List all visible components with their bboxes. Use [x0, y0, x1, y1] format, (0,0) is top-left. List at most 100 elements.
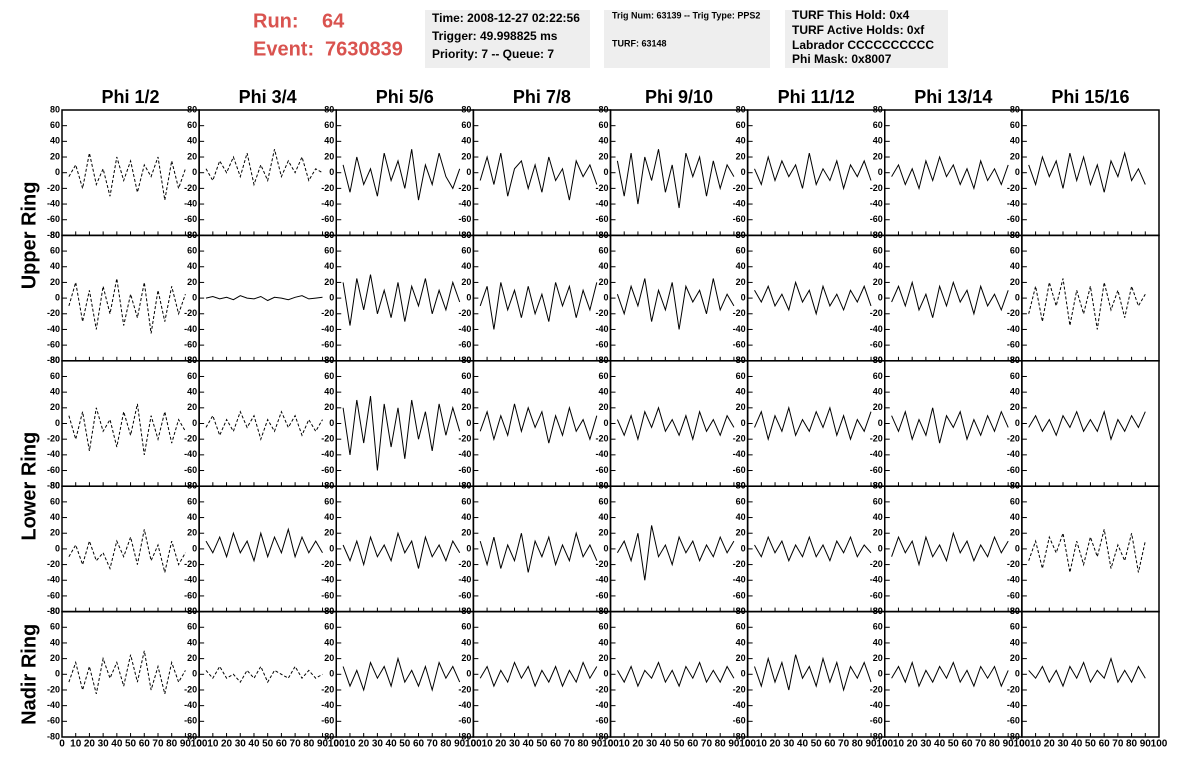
y-tick-label: -40: [47, 324, 60, 334]
y-tick-label: -40: [1007, 449, 1020, 459]
y-tick-label: 0: [192, 292, 197, 302]
y-tick-label: 80: [873, 230, 883, 240]
x-tick-label: 50: [674, 739, 686, 750]
y-tick-label: 40: [1010, 387, 1020, 397]
y-tick-label: -60: [321, 716, 334, 726]
x-tick-label: 100: [602, 739, 619, 750]
y-tick-label: 80: [187, 481, 197, 491]
x-tick-label: 100: [191, 739, 208, 750]
y-tick-label: -20: [47, 559, 60, 569]
y-tick-label: 80: [50, 355, 60, 365]
panel-frame: [335, 109, 475, 237]
y-tick-label: -40: [184, 575, 197, 585]
y-tick-label: 0: [192, 669, 197, 679]
waveform: [342, 149, 461, 201]
y-tick-label: 80: [598, 481, 608, 491]
y-tick-label: -20: [458, 434, 471, 444]
y-tick-label: -20: [184, 559, 197, 569]
y-tick-label: 0: [466, 543, 471, 553]
x-tick-label: 50: [125, 739, 137, 750]
x-tick-label: 30: [1057, 739, 1069, 750]
waveform: [342, 396, 461, 471]
y-tick-label: 60: [873, 245, 883, 255]
y-tick-label: 0: [1015, 292, 1020, 302]
y-tick-label: -40: [595, 449, 608, 459]
y-tick-label: -20: [47, 308, 60, 318]
y-tick-label: -40: [733, 198, 746, 208]
y-tick-label: 60: [873, 120, 883, 130]
y-tick-label: -60: [321, 340, 334, 350]
y-tick-label: -80: [321, 731, 334, 741]
x-tick-label: 90: [728, 739, 740, 750]
y-tick-label: 80: [187, 104, 197, 114]
panel-frame: [335, 485, 475, 613]
info-box: [604, 10, 770, 68]
waveform: [205, 410, 323, 441]
y-tick-label: 40: [461, 637, 471, 647]
column-title: Phi 1/2: [102, 87, 160, 107]
panel-frame: [198, 610, 337, 738]
y-tick-label: 80: [461, 355, 471, 365]
y-tick-label: 0: [1015, 543, 1020, 553]
panel-frame: [335, 610, 475, 738]
y-tick-label: -40: [321, 198, 334, 208]
panel-frame: [335, 360, 475, 487]
y-tick-label: -20: [595, 183, 608, 193]
x-tick-label: 40: [660, 739, 672, 750]
y-tick-label: -40: [184, 449, 197, 459]
y-tick-label: -40: [595, 198, 608, 208]
y-tick-label: -20: [870, 434, 883, 444]
panel-frame: [609, 485, 749, 613]
x-tick-label: 100: [1151, 739, 1168, 750]
y-tick-label: -60: [184, 716, 197, 726]
x-tick-label: 40: [111, 739, 123, 750]
waveform: [891, 155, 1009, 191]
x-tick-label: 60: [687, 739, 699, 750]
x-tick-label: 0: [59, 739, 65, 750]
y-tick-label: 20: [736, 402, 746, 412]
y-tick-label: -60: [184, 214, 197, 224]
panel-frame: [746, 360, 886, 487]
info-text: TURF Active Holds: 0xf: [792, 23, 925, 37]
y-tick-label: 40: [1010, 512, 1020, 522]
y-tick-label: -20: [733, 308, 746, 318]
waveform: [342, 531, 461, 569]
y-tick-label: 60: [324, 245, 334, 255]
y-tick-label: -60: [595, 340, 608, 350]
column-title: Phi 13/14: [914, 87, 992, 107]
waveform: [205, 665, 323, 684]
info-box: [425, 10, 590, 68]
y-tick-label: 20: [461, 151, 471, 161]
x-tick-label: 60: [824, 739, 836, 750]
y-tick-label: 40: [461, 387, 471, 397]
panel-frame: [1021, 485, 1160, 613]
info-text: TURF: 63148: [612, 38, 667, 48]
y-tick-label: -60: [184, 465, 197, 475]
y-tick-label: 60: [736, 496, 746, 506]
y-tick-label: -60: [458, 716, 471, 726]
y-tick-label: -60: [595, 465, 608, 475]
panel-frame: [472, 610, 612, 738]
y-tick-label: -60: [733, 465, 746, 475]
waveform: [616, 149, 735, 209]
y-tick-label: -20: [1007, 183, 1020, 193]
y-tick-label: 80: [324, 104, 334, 114]
x-tick-label: 30: [98, 739, 110, 750]
x-tick-label: 100: [739, 739, 756, 750]
x-tick-label: 30: [372, 739, 384, 750]
panel-frame: [609, 360, 749, 487]
y-tick-label: 20: [873, 653, 883, 663]
x-tick-label: 60: [961, 739, 973, 750]
y-tick-label: -20: [321, 308, 334, 318]
y-tick-label: 40: [598, 512, 608, 522]
x-tick-label: 50: [399, 739, 411, 750]
y-tick-label: 60: [324, 371, 334, 381]
x-tick-label: 70: [290, 739, 302, 750]
y-tick-label: -60: [870, 465, 883, 475]
x-tick-label: 100: [1014, 739, 1031, 750]
waveform: [479, 531, 598, 573]
x-tick-label: 90: [317, 739, 329, 750]
panel-frame: [61, 234, 200, 362]
y-tick-label: 20: [187, 402, 197, 412]
y-tick-label: 20: [187, 528, 197, 538]
